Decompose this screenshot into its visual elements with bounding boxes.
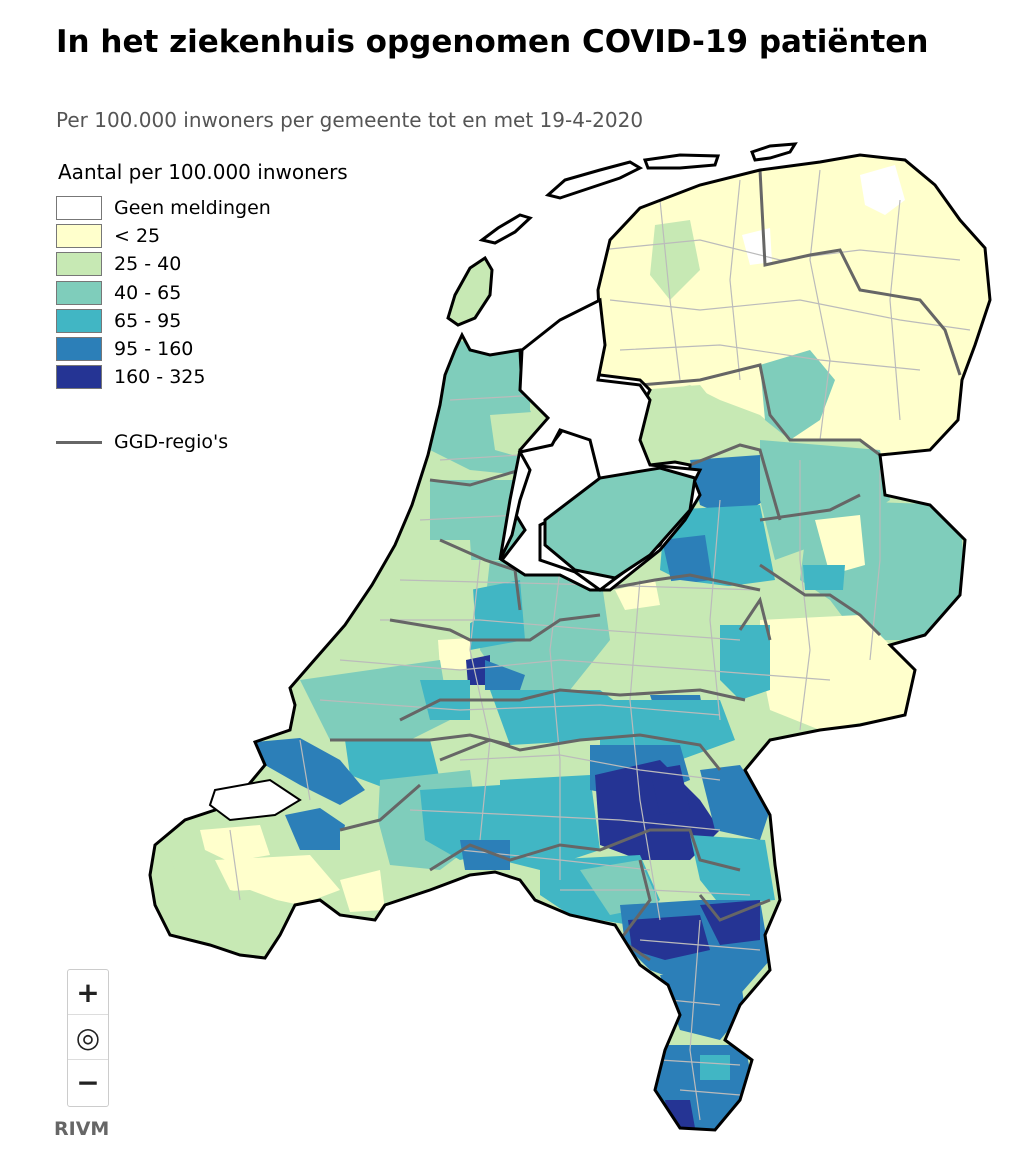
region-hot-brabant[interactable] <box>595 760 720 860</box>
wadden-islands <box>446 142 798 327</box>
region-limburg-hot[interactable] <box>628 915 710 960</box>
legend-swatch <box>56 308 102 333</box>
island-ameland[interactable] <box>642 153 721 170</box>
legend-item: 65 - 95 <box>56 307 348 335</box>
legend-swatch <box>56 337 102 362</box>
legend-ggd-label: GGD-regio's <box>114 431 229 454</box>
legend-label: 25 - 40 <box>114 253 182 276</box>
legend-label: 40 - 65 <box>114 281 182 304</box>
legend-label: < 25 <box>114 225 161 248</box>
region-groningen-west[interactable] <box>650 220 700 300</box>
region-overijssel-mid[interactable] <box>760 440 890 560</box>
region-twente-blue[interactable] <box>803 565 845 590</box>
region-arnhem[interactable] <box>720 625 770 700</box>
region-friesland-south[interactable] <box>640 385 720 465</box>
region-achterhoek[interactable] <box>760 615 915 730</box>
region-kampen[interactable] <box>662 535 712 585</box>
region-limburg-mid[interactable] <box>660 975 745 1040</box>
region-peel[interactable] <box>580 860 660 915</box>
region-noordoostpolder[interactable] <box>690 455 765 520</box>
region-utrecht-blue[interactable] <box>470 580 525 650</box>
region-drenthe-east[interactable] <box>760 350 835 440</box>
legend-item: 40 - 65 <box>56 279 348 307</box>
region-den-haag[interactable] <box>300 660 450 745</box>
municipal-borders <box>229 169 971 1121</box>
legend-item: Geen meldingen <box>56 194 348 222</box>
legend-item: 160 - 325 <box>56 363 348 391</box>
region-limburg-teal[interactable] <box>700 1055 730 1080</box>
map-title: In het ziekenhuis opgenomen COVID-19 pat… <box>56 24 929 60</box>
legend-ggd-item: GGD-regio's <box>56 431 348 453</box>
region-yellow-hollands[interactable] <box>438 638 470 670</box>
region-hot-brabant-2[interactable] <box>650 765 690 815</box>
region-harderwijk[interactable] <box>615 580 660 610</box>
legend-swatch <box>56 196 102 221</box>
region-hot-dark[interactable] <box>466 655 490 685</box>
region-nobel <box>860 165 905 215</box>
region-southholland-blue[interactable] <box>485 660 525 690</box>
region-zeeland-yellow[interactable] <box>200 825 270 862</box>
legend-swatch <box>56 224 102 249</box>
zoom-control: + ◎ − <box>67 969 109 1107</box>
island-terschelling[interactable] <box>544 160 644 200</box>
ggd-region-borders <box>330 169 962 962</box>
legend-label: 160 - 325 <box>114 366 206 389</box>
island-texel[interactable] <box>446 255 494 327</box>
zoom-out-button[interactable]: − <box>76 1066 100 1099</box>
legend-label: 65 - 95 <box>114 309 182 332</box>
legend: Aantal per 100.000 inwoners Geen melding… <box>56 160 348 453</box>
legend-label: 95 - 160 <box>114 338 194 361</box>
region-helmond[interactable] <box>690 835 775 905</box>
legend-title: Aantal per 100.000 inwoners <box>58 160 348 184</box>
region-zeeland-yellow-east[interactable] <box>340 870 385 912</box>
flevoland-north-polder[interactable] <box>543 466 697 580</box>
region-brabant-blue-row[interactable] <box>460 840 510 870</box>
legend-item: < 25 <box>56 222 348 250</box>
reset-view-button[interactable]: ◎ <box>68 1015 108 1060</box>
legend-item: 25 - 40 <box>56 250 348 278</box>
legend-swatch <box>56 365 102 390</box>
map-subtitle: Per 100.000 inwoners per gemeente tot en… <box>56 108 644 132</box>
zeeland-water <box>208 778 302 822</box>
legend-swatch <box>56 280 102 305</box>
region-tholen[interactable] <box>285 808 345 850</box>
island-vlieland[interactable] <box>478 213 533 245</box>
ggd-line-symbol <box>56 440 102 444</box>
zoom-in-button[interactable]: + <box>68 970 108 1015</box>
legend-item: 95 - 160 <box>56 335 348 363</box>
legend-swatch <box>56 252 102 277</box>
rivm-logo-text: RIVM <box>54 1118 110 1140</box>
legend-label: Geen meldingen <box>114 197 271 220</box>
island-schiermonnikoog[interactable] <box>750 142 798 162</box>
region-twente-yellow[interactable] <box>815 515 865 575</box>
region-goeree[interactable] <box>255 738 365 805</box>
